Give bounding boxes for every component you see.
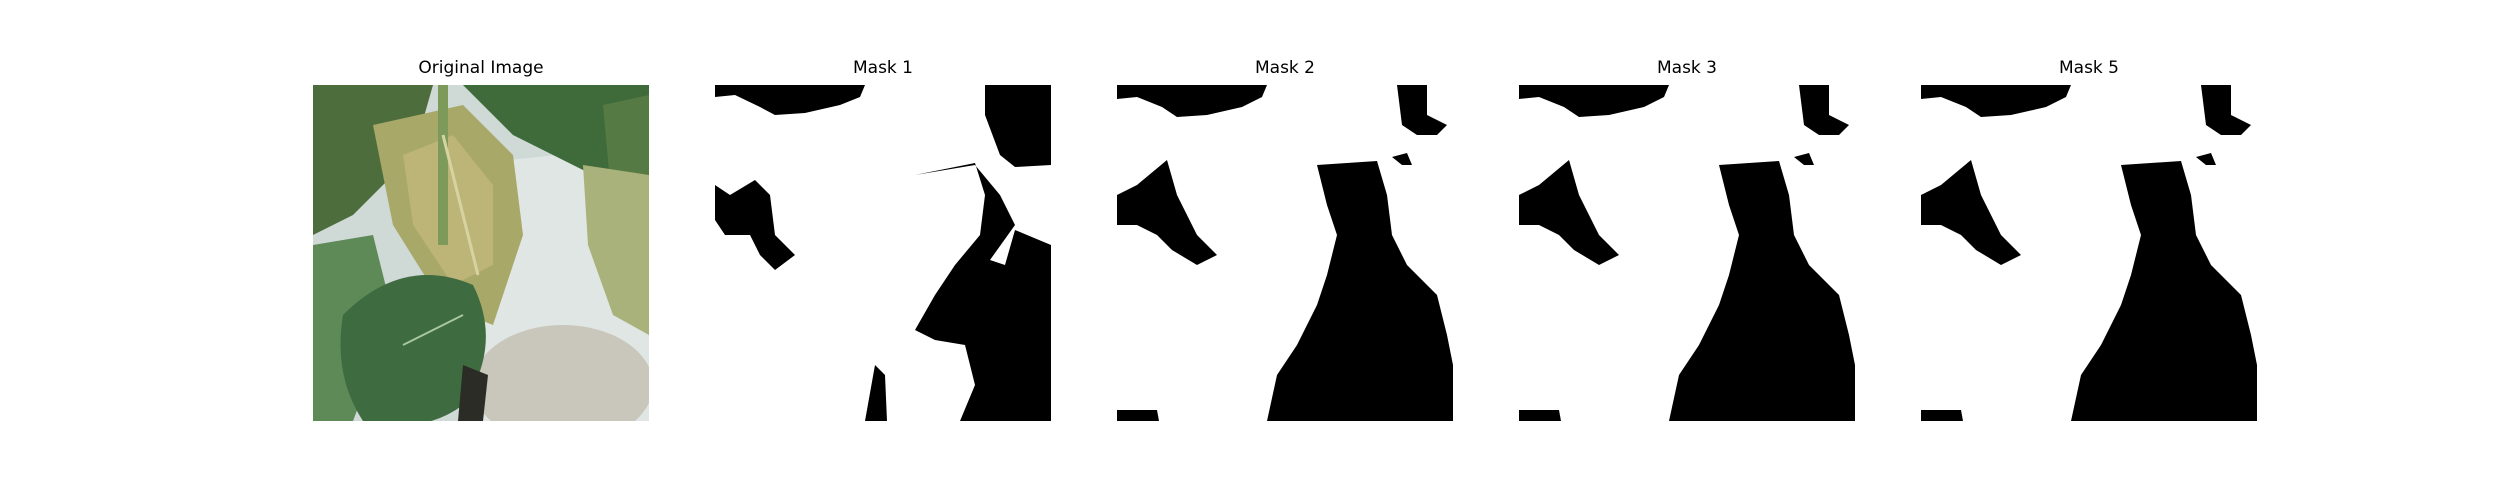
panel-title: Mask 2	[1254, 58, 1315, 78]
panel-title: Mask 1	[852, 58, 913, 78]
panel-title: Mask 3	[1656, 58, 1717, 78]
mask-3-image	[1519, 85, 1855, 421]
original-image	[313, 85, 649, 421]
panel-mask-2: Mask 2	[1117, 58, 1453, 422]
mask-5-image	[1921, 85, 2257, 421]
panel-mask-5: Mask 5	[1921, 58, 2257, 422]
panel-mask-3: Mask 3	[1519, 58, 1855, 422]
panel-mask-1: Mask 1	[715, 58, 1051, 422]
mask-2-image	[1117, 85, 1453, 421]
mask-1-image	[715, 85, 1051, 421]
panel-original: Original Image	[313, 58, 649, 422]
panel-title: Original Image	[418, 58, 544, 78]
panel-title: Mask 5	[2058, 58, 2119, 78]
